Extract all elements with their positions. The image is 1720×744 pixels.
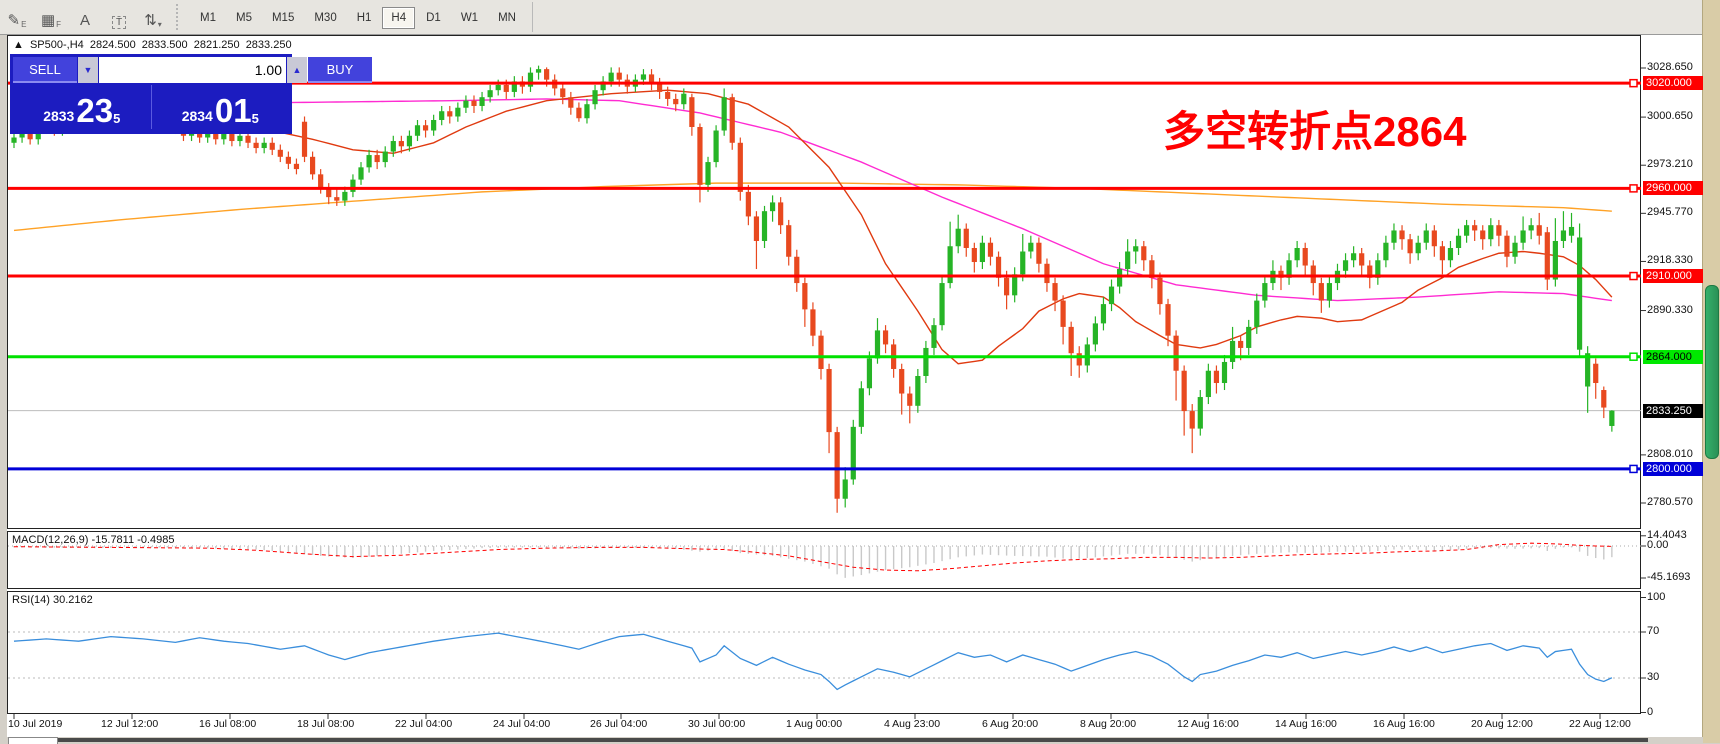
- rsi-label: RSI(14) 30.2162: [12, 594, 93, 606]
- toolbar: ✎ E ▦ F A T ⇅ ▾ M1 M5 M15 M30 H1 H4 D1 W1 MN: [0, 0, 1720, 35]
- macd-pane[interactable]: MACD(12,26,9) -15.7811 -0.4985: [7, 531, 1641, 589]
- timeframe-button-m30[interactable]: M30: [314, 12, 337, 24]
- buy-price-sup: 5: [251, 111, 259, 126]
- price-level-badge: 3020.000: [1643, 76, 1703, 91]
- horizontal-scrollbar[interactable]: [58, 738, 1648, 742]
- rsi-axis-label: 0: [1647, 705, 1654, 718]
- time-axis-label: 20 Aug 12:00: [1471, 718, 1533, 730]
- chart-window: ▲ SP500-,H4 2824.500 2833.500 2821.250 2…: [7, 35, 1703, 737]
- rsi-pane[interactable]: RSI(14) 30.2162: [7, 591, 1641, 714]
- time-axis-label: 6 Aug 20:00: [982, 718, 1039, 730]
- timeframe-button-h1[interactable]: H1: [356, 12, 372, 24]
- timeframe-button-w1[interactable]: W1: [460, 12, 479, 24]
- chart-tab[interactable]: [8, 737, 58, 744]
- time-axis-label: 4 Aug 23:00: [884, 718, 941, 730]
- price-axis-label: 2945.770: [1647, 206, 1693, 219]
- buy-button[interactable]: BUY: [308, 57, 372, 83]
- price-axis-label: 2890.330: [1647, 303, 1693, 316]
- price-level-badge: 2833.250: [1643, 403, 1703, 418]
- time-axis-label: 22 Aug 12:00: [1569, 718, 1631, 730]
- price-axis-label: 2780.570: [1647, 496, 1693, 508]
- main-chart-pane[interactable]: ▲ SP500-,H4 2824.500 2833.500 2821.250 2…: [7, 35, 1641, 529]
- time-axis-label: 12 Aug 16:00: [1177, 718, 1239, 730]
- volume-up-button[interactable]: ▲: [287, 57, 307, 83]
- price-level-badge: 2864.000: [1643, 349, 1703, 364]
- timeframe-button-mn[interactable]: MN: [498, 12, 516, 24]
- time-axis-label: 24 Jul 04:00: [493, 718, 551, 730]
- time-axis-label: 26 Jul 04:00: [590, 718, 648, 730]
- time-axis-label: 8 Aug 20:00: [1080, 718, 1137, 730]
- rsi-axis-label: 70: [1647, 625, 1660, 637]
- time-axis-label: 14 Aug 16:00: [1275, 718, 1337, 730]
- macd-axis-label: 14.4043: [1647, 528, 1687, 541]
- symbol-ohlc-line: ▲ SP500-,H4 2824.500 2833.500 2821.250 2…: [13, 39, 295, 51]
- price-axis-label: 2918.330: [1647, 254, 1693, 267]
- timeframe-button-m5[interactable]: M5: [235, 12, 252, 24]
- sell-button[interactable]: SELL: [13, 57, 77, 83]
- one-click-trade-panel: SELL ▼ ▲ BUY 2833 23 5 2834 01 5: [10, 54, 372, 134]
- toolbar-divider: [531, 2, 533, 32]
- ohlc-low: 2821.250: [193, 39, 240, 51]
- price-level-badge: 2960.000: [1643, 181, 1703, 196]
- timeframe-button-h4[interactable]: H4: [382, 7, 416, 29]
- time-axis-label: 22 Jul 04:00: [395, 718, 453, 730]
- toolbar-separator: [176, 4, 184, 30]
- timeframe-button-m1[interactable]: M1: [200, 12, 216, 24]
- price-axis-label: 3028.650: [1647, 61, 1693, 73]
- price-axis[interactable]: 3028.650 3000.650 2973.210 2945.770 2918.330…: [1642, 35, 1703, 737]
- volume-down-button[interactable]: ▼: [78, 57, 98, 83]
- sell-price-sup: 5: [113, 111, 121, 126]
- price-axis-label: 3000.650: [1647, 110, 1693, 123]
- text-tool-icon[interactable]: A: [79, 12, 90, 29]
- timeframe-buttons: M1 M5 M15 M30 H1 H4 D1 W1 MN: [190, 7, 526, 29]
- ohlc-open: 2824.500: [89, 39, 136, 51]
- sell-price-big: 23: [76, 92, 114, 129]
- time-axis-label: 16 Jul 08:00: [199, 718, 257, 730]
- symbol-name: SP500-,H4: [29, 39, 84, 51]
- time-axis-label: 10 Jul 2019: [8, 718, 63, 730]
- time-axis-label: 16 Aug 16:00: [1373, 718, 1435, 730]
- price-level-badge: 2910.000: [1643, 269, 1703, 284]
- buy-quote[interactable]: 2834 01 5: [152, 85, 290, 129]
- chart-annotation-text: 多空转折点2864: [1163, 108, 1467, 155]
- bottom-strip: [0, 737, 1703, 744]
- macd-label: MACD(12,26,9) -15.7811 -0.4985: [12, 534, 175, 546]
- scrollbar-thumb[interactable]: [1705, 285, 1719, 459]
- collapse-triangle-icon[interactable]: ▲: [13, 39, 24, 51]
- time-axis-label: 30 Jul 00:00: [688, 718, 746, 730]
- time-axis-label: 1 Aug 00:00: [786, 718, 843, 730]
- sell-quote[interactable]: 2833 23 5: [13, 85, 152, 129]
- macd-axis-label: 0.00: [1647, 539, 1669, 551]
- cycle-arrows-icon[interactable]: ⇅ ▾: [144, 12, 162, 29]
- timeframe-button-d1[interactable]: D1: [426, 12, 441, 24]
- time-axis-label: 18 Jul 08:00: [297, 718, 355, 730]
- macd-axis-label: -45.1693: [1647, 571, 1691, 583]
- rsi-axis-label: 30: [1647, 671, 1660, 683]
- buy-price-prefix: 2834: [181, 108, 213, 124]
- grid-icon[interactable]: ▦ F: [40, 12, 62, 29]
- time-axis-label: 12 Jul 12:00: [101, 718, 159, 730]
- indicators-icon[interactable]: ✎ E: [7, 12, 27, 29]
- timeframe-button-m15[interactable]: M15: [271, 12, 295, 24]
- text-label-icon[interactable]: T: [104, 5, 134, 29]
- ohlc-close: 2833.250: [245, 39, 292, 51]
- buy-price-big: 01: [214, 92, 252, 129]
- sell-price-prefix: 2833: [43, 108, 75, 124]
- price-axis-label: 2973.210: [1647, 158, 1693, 171]
- rsi-axis-label: 100: [1647, 590, 1666, 603]
- price-level-badge: 2800.000: [1643, 461, 1703, 476]
- time-axis[interactable]: 10 Jul 2019 12 Jul 12:00 16 Jul 08:00 18 Ju…: [7, 714, 1641, 737]
- vertical-scrollbar[interactable]: [1702, 0, 1720, 743]
- price-axis-label: 2808.010: [1647, 447, 1693, 460]
- ohlc-high: 2833.500: [141, 39, 188, 51]
- volume-input[interactable]: [99, 57, 286, 83]
